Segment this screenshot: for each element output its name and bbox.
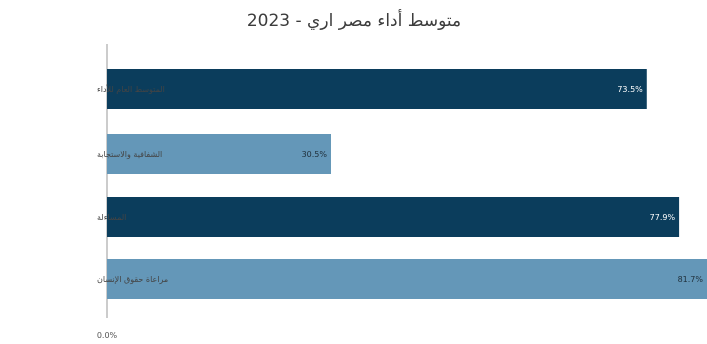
- category-label: الشفافية والاستجابة: [97, 150, 162, 159]
- category-label: المتوسط العام للأداء: [97, 84, 165, 94]
- bar-value-label: 77.9%: [650, 213, 676, 222]
- chart-title: متوسط أداء مصر اري - 2023: [247, 9, 461, 31]
- bar-value-label: 73.5%: [617, 85, 643, 94]
- bar-value-label: 30.5%: [302, 150, 328, 159]
- bar: [107, 134, 331, 174]
- bar-value-label: 81.7%: [678, 275, 704, 284]
- bars-group: 73.5% المتوسط العام للأداء 30.5% الشفافية و…: [97, 69, 707, 299]
- bar: [107, 259, 707, 299]
- bar: [107, 69, 647, 109]
- category-label: مراعاة حقوق الإنسان: [97, 275, 168, 285]
- category-label: المساءلة: [97, 213, 126, 222]
- bar: [107, 197, 680, 237]
- x-tick-label: 0.0%: [97, 331, 118, 340]
